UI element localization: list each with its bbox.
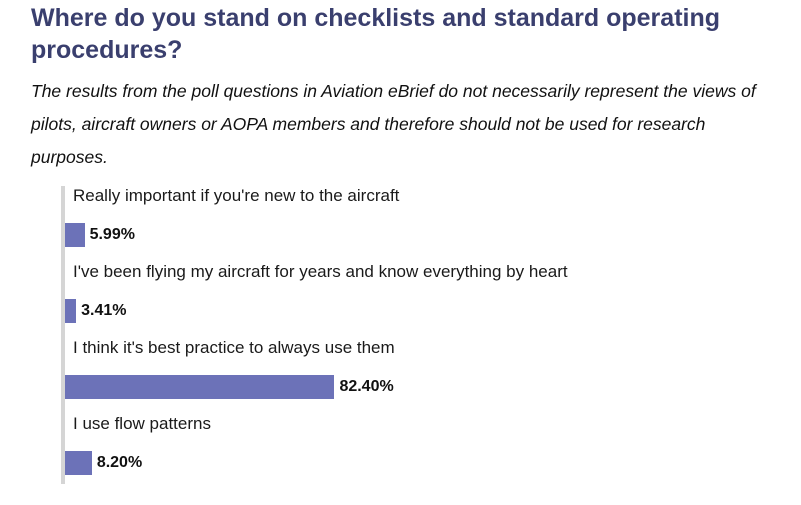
poll-results: Really important if you're new to the ai… <box>61 186 665 484</box>
poll-disclaimer: The results from the poll questions in A… <box>31 81 756 167</box>
answer-percentage: 8.20% <box>96 454 143 471</box>
answer-bar <box>65 375 335 399</box>
poll-answer: I've been flying my aircraft for years a… <box>65 262 665 332</box>
answer-label: I think it's best practice to always use… <box>73 338 395 357</box>
poll-answer: I think it's best practice to always use… <box>65 338 665 408</box>
poll-title: Where do you stand on checklists and sta… <box>31 4 721 64</box>
answer-percentage: 3.41% <box>81 302 127 319</box>
poll-answer: I use flow patterns 8.20% <box>65 414 665 484</box>
answer-bar <box>65 223 85 247</box>
answer-label: Really important if you're new to the ai… <box>73 186 400 205</box>
answer-label: I use flow patterns <box>73 414 211 433</box>
answer-percentage: 82.40% <box>339 378 394 395</box>
poll-answer: Really important if you're new to the ai… <box>65 186 665 256</box>
answer-bar <box>65 451 92 475</box>
answer-percentage: 5.99% <box>89 226 135 243</box>
answer-label: I've been flying my aircraft for years a… <box>73 262 568 281</box>
answer-bar <box>65 299 77 323</box>
